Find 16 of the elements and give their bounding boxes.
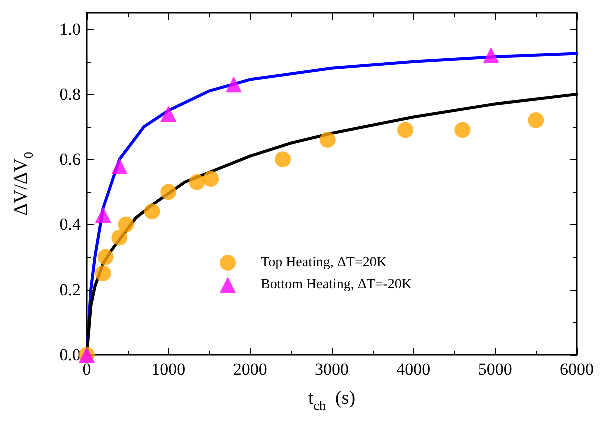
x-tick-label: 0 (82, 360, 92, 379)
x-tick-label: 2000 (233, 360, 268, 379)
y-axis-title: ΔV/ΔV0 (11, 152, 36, 216)
legend-label: Bottom Heating, ΔT=-20K (261, 278, 412, 292)
y-tick-label: 0.0 (60, 346, 81, 364)
y-tick-label: 0.6 (60, 150, 81, 170)
x-tick-label: 6000 (560, 360, 594, 379)
y-tick-label: 0.4 (60, 215, 82, 234)
x-tick-label: 5000 (478, 360, 512, 379)
x-tick-label: 4000 (396, 360, 431, 379)
y-tick-label: 1.0 (60, 20, 81, 39)
x-tick-label: 1000 (152, 360, 186, 379)
y-tick-label: 0.8 (60, 84, 81, 104)
legend-label: Top Heating, ΔT=20K (261, 256, 387, 270)
y-tick-label: 0.2 (60, 280, 81, 300)
x-tick-label: 3000 (315, 360, 349, 379)
